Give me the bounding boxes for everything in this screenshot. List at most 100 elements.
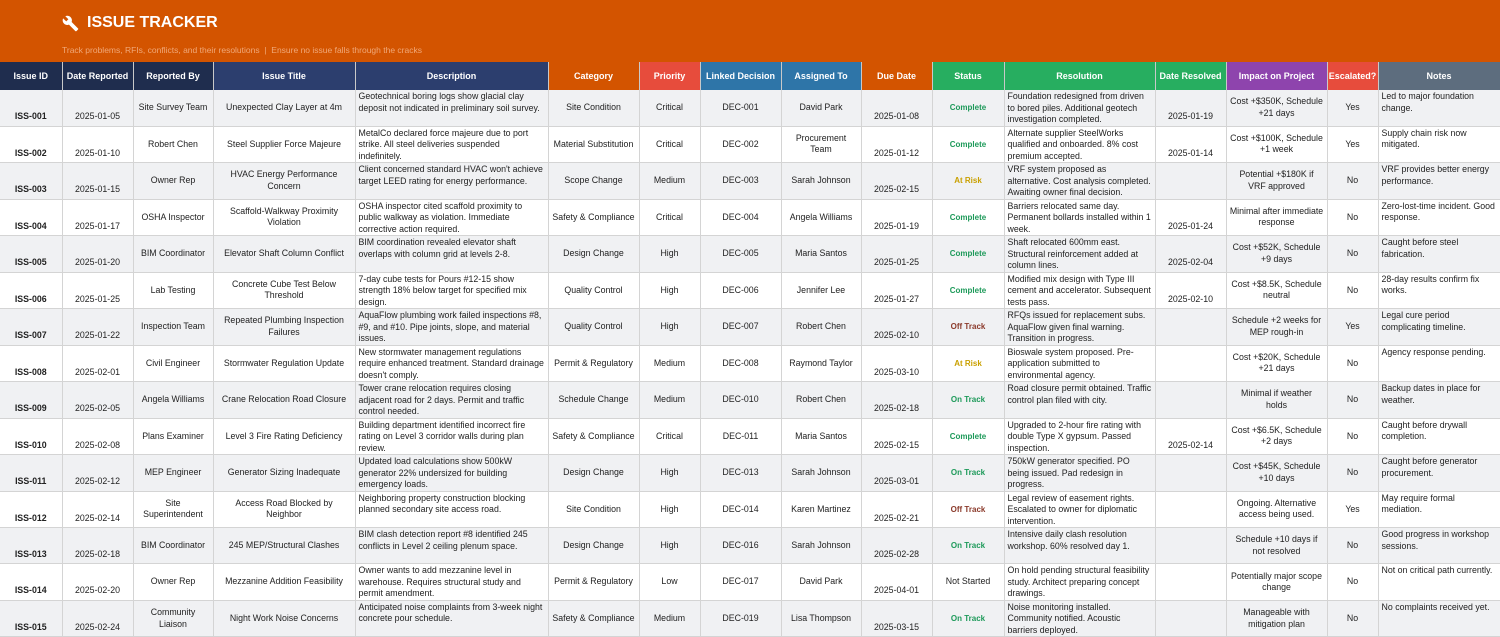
column-header-status[interactable]: Status bbox=[932, 62, 1005, 90]
status-badge: Complete bbox=[932, 235, 1005, 273]
cell-due-date: 2025-01-27 bbox=[861, 272, 933, 310]
cell-assigned-to: Raymond Taylor bbox=[781, 345, 862, 383]
table-row[interactable]: ISS-012 2025-02-14 Site Superintendent Acce… bbox=[0, 491, 1500, 529]
cell-notes: Caught before generator procurement. bbox=[1378, 454, 1500, 492]
status-badge: Off Track bbox=[932, 308, 1005, 346]
column-header-description[interactable]: Description bbox=[355, 62, 549, 90]
column-header-notes[interactable]: Notes bbox=[1378, 62, 1500, 90]
cell-date-resolved bbox=[1155, 454, 1227, 492]
column-header-reported-by[interactable]: Reported By bbox=[133, 62, 214, 90]
column-header-linked-decision[interactable]: Linked Decision bbox=[700, 62, 782, 90]
cell-issue-id: ISS-012 bbox=[0, 491, 63, 529]
cell-notes: Led to major foundation change. bbox=[1378, 90, 1500, 127]
cell-reported-by: Community Liaison bbox=[133, 600, 214, 637]
cell-category: Site Condition bbox=[548, 90, 640, 127]
cell-category: Permit & Regulatory bbox=[548, 563, 640, 601]
cell-notes: Zero-lost-time incident. Good response. bbox=[1378, 199, 1500, 237]
cell-priority: High bbox=[639, 308, 701, 346]
cell-issue-id: ISS-007 bbox=[0, 308, 63, 346]
cell-assigned-to: Sarah Johnson bbox=[781, 162, 862, 200]
cell-impact: Schedule +2 weeks for MEP rough-in bbox=[1226, 308, 1328, 346]
cell-date-reported: 2025-02-20 bbox=[62, 563, 134, 601]
cell-date-resolved bbox=[1155, 600, 1227, 637]
column-header-due-date[interactable]: Due Date bbox=[861, 62, 933, 90]
cell-assigned-to: Robert Chen bbox=[781, 381, 862, 419]
cell-description: 7-day cube tests for Pours #12-15 show s… bbox=[355, 272, 549, 310]
cell-escalated: No bbox=[1327, 527, 1379, 565]
cell-reported-by: Site Survey Team bbox=[133, 90, 214, 127]
column-header-impact[interactable]: Impact on Project bbox=[1226, 62, 1328, 90]
cell-reported-by: BIM Coordinator bbox=[133, 527, 214, 565]
table-row[interactable]: ISS-005 2025-01-20 BIM Coordinator Elevator… bbox=[0, 235, 1500, 273]
cell-priority: Medium bbox=[639, 345, 701, 383]
table-row[interactable]: ISS-008 2025-02-01 Civil Engineer Stormwate… bbox=[0, 345, 1500, 383]
table-row[interactable]: ISS-015 2025-02-24 Community Liaison Night … bbox=[0, 600, 1500, 637]
cell-date-resolved: 2025-02-14 bbox=[1155, 418, 1227, 456]
cell-assigned-to: Robert Chen bbox=[781, 308, 862, 346]
cell-resolution: On hold pending structural feasibility s… bbox=[1004, 563, 1156, 601]
cell-issue-id: ISS-003 bbox=[0, 162, 63, 200]
cell-issue-id: ISS-014 bbox=[0, 563, 63, 601]
cell-priority: Low bbox=[639, 563, 701, 601]
table-row[interactable]: ISS-003 2025-01-15 Owner Rep HVAC Energy Pe… bbox=[0, 162, 1500, 200]
cell-notes: May require formal mediation. bbox=[1378, 491, 1500, 529]
table-row[interactable]: ISS-004 2025-01-17 OSHA Inspector Scaffold-… bbox=[0, 199, 1500, 237]
table-row[interactable]: ISS-006 2025-01-25 Lab Testing Concrete Cub… bbox=[0, 272, 1500, 310]
column-header-issue-id[interactable]: Issue ID bbox=[0, 62, 63, 90]
column-header-date-resolved[interactable]: Date Resolved bbox=[1155, 62, 1227, 90]
column-header-issue-title[interactable]: Issue Title bbox=[213, 62, 356, 90]
cell-resolution: Intensive daily clash resolution worksho… bbox=[1004, 527, 1156, 565]
table-row[interactable]: ISS-002 2025-01-10 Robert Chen Steel Suppli… bbox=[0, 126, 1500, 164]
cell-linked-decision: DEC-019 bbox=[700, 600, 782, 637]
cell-impact: Cost +$20K, Schedule +21 days bbox=[1226, 345, 1328, 383]
cell-priority: Medium bbox=[639, 162, 701, 200]
cell-reported-by: OSHA Inspector bbox=[133, 199, 214, 237]
column-header-resolution[interactable]: Resolution bbox=[1004, 62, 1156, 90]
cell-category: Material Substitution bbox=[548, 126, 640, 164]
cell-due-date: 2025-03-10 bbox=[861, 345, 933, 383]
cell-escalated: No bbox=[1327, 162, 1379, 200]
table-row[interactable]: ISS-001 2025-01-05 Site Survey Team Unexpec… bbox=[0, 90, 1500, 127]
table-row[interactable]: ISS-010 2025-02-08 Plans Examiner Level 3 F… bbox=[0, 418, 1500, 456]
page-subtitle: Track problems, RFIs, conflicts, and the… bbox=[62, 45, 422, 55]
column-header-escalated[interactable]: Escalated? bbox=[1327, 62, 1379, 90]
cell-impact: Cost +$8.5K, Schedule neutral bbox=[1226, 272, 1328, 310]
cell-escalated: No bbox=[1327, 381, 1379, 419]
cell-linked-decision: DEC-014 bbox=[700, 491, 782, 529]
cell-due-date: 2025-02-10 bbox=[861, 308, 933, 346]
cell-escalated: Yes bbox=[1327, 308, 1379, 346]
cell-impact: Schedule +10 days if not resolved bbox=[1226, 527, 1328, 565]
table-row[interactable]: ISS-011 2025-02-12 MEP Engineer Generator S… bbox=[0, 454, 1500, 492]
cell-resolution: Road closure permit obtained. Traffic co… bbox=[1004, 381, 1156, 419]
table-row[interactable]: ISS-013 2025-02-18 BIM Coordinator 245 MEP/… bbox=[0, 527, 1500, 565]
cell-escalated: No bbox=[1327, 454, 1379, 492]
cell-issue-title: Scaffold-Walkway Proximity Violation bbox=[213, 199, 356, 237]
cell-description: Building department identified incorrect… bbox=[355, 418, 549, 456]
cell-linked-decision: DEC-003 bbox=[700, 162, 782, 200]
status-badge: On Track bbox=[932, 454, 1005, 492]
column-header-date-reported[interactable]: Date Reported bbox=[62, 62, 134, 90]
table-row[interactable]: ISS-009 2025-02-05 Angela Williams Crane Re… bbox=[0, 381, 1500, 419]
cell-linked-decision: DEC-004 bbox=[700, 199, 782, 237]
cell-date-resolved bbox=[1155, 162, 1227, 200]
column-header-category[interactable]: Category bbox=[548, 62, 640, 90]
table-row[interactable]: ISS-014 2025-02-20 Owner Rep Mezzanine Addi… bbox=[0, 563, 1500, 601]
cell-linked-decision: DEC-017 bbox=[700, 563, 782, 601]
cell-issue-id: ISS-010 bbox=[0, 418, 63, 456]
cell-resolution: Noise monitoring installed. Community no… bbox=[1004, 600, 1156, 637]
cell-issue-title: Unexpected Clay Layer at 4m bbox=[213, 90, 356, 127]
cell-issue-id: ISS-013 bbox=[0, 527, 63, 565]
cell-reported-by: Plans Examiner bbox=[133, 418, 214, 456]
status-badge: Complete bbox=[932, 418, 1005, 456]
cell-category: Design Change bbox=[548, 527, 640, 565]
cell-priority: Medium bbox=[639, 381, 701, 419]
header-row: Issue ID Date Reported Reported By Issue Ti… bbox=[0, 62, 1500, 90]
cell-date-reported: 2025-01-22 bbox=[62, 308, 134, 346]
table-row[interactable]: ISS-007 2025-01-22 Inspection Team Repeated… bbox=[0, 308, 1500, 346]
cell-date-resolved: 2025-02-04 bbox=[1155, 235, 1227, 273]
column-header-priority[interactable]: Priority bbox=[639, 62, 701, 90]
column-header-assigned-to[interactable]: Assigned To bbox=[781, 62, 862, 90]
cell-description: Updated load calculations show 500kW gen… bbox=[355, 454, 549, 492]
cell-linked-decision: DEC-005 bbox=[700, 235, 782, 273]
cell-priority: Critical bbox=[639, 90, 701, 127]
